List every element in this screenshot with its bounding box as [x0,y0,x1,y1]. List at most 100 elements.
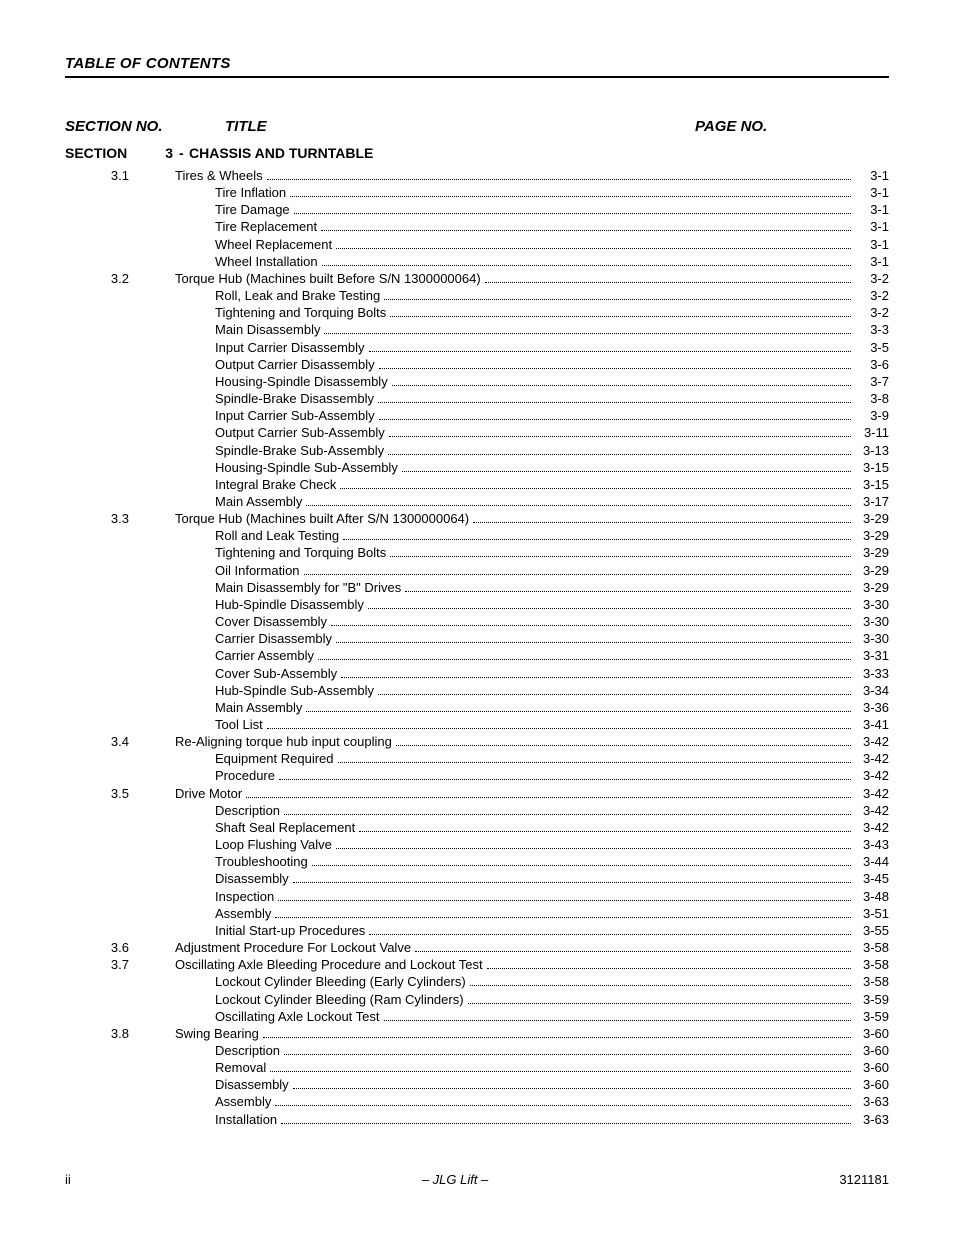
toc-text-wrap: Oil Information3-29 [175,562,889,579]
toc-page: 3-58 [855,973,889,990]
col-page: PAGE NO. [535,118,889,135]
toc-page: 3-15 [855,459,889,476]
toc-text-wrap: Adjustment Procedure For Lockout Valve3-… [175,939,889,956]
toc-title: Description [215,1042,280,1059]
toc-text-wrap: Main Assembly3-17 [175,493,889,510]
toc-leader [343,539,851,540]
toc-leader [378,402,851,403]
toc-title: Wheel Replacement [215,236,332,253]
toc-title: Torque Hub (Machines built Before S/N 13… [175,270,481,287]
toc-leader [392,385,851,386]
toc-page: 3-9 [855,407,889,424]
toc-page: 3-42 [855,785,889,802]
toc-title: Installation [215,1111,277,1128]
toc-row: Hub-Spindle Sub-Assembly3-34 [65,682,889,699]
toc-row: Housing-Spindle Sub-Assembly3-15 [65,459,889,476]
toc-num: 3.8 [65,1025,175,1042]
toc-leader [278,900,851,901]
toc-text-wrap: Wheel Installation3-1 [175,253,889,270]
toc-title: Integral Brake Check [215,476,336,493]
toc-row: Input Carrier Sub-Assembly3-9 [65,407,889,424]
toc-leader [487,968,851,969]
toc-row: Roll, Leak and Brake Testing3-2 [65,287,889,304]
toc-text-wrap: Troubleshooting3-44 [175,853,889,870]
toc-page: 3-8 [855,390,889,407]
toc-text-wrap: Housing-Spindle Disassembly3-7 [175,373,889,390]
toc-row: Tool List3-41 [65,716,889,733]
toc-row: Shaft Seal Replacement3-42 [65,819,889,836]
toc-row: Main Assembly3-36 [65,699,889,716]
toc-page: 3-30 [855,596,889,613]
toc-leader [336,848,851,849]
toc-row: Cover Sub-Assembly3-33 [65,665,889,682]
toc-leader [284,1054,851,1055]
toc-text-wrap: Main Assembly3-36 [175,699,889,716]
toc-row: Tire Replacement3-1 [65,218,889,235]
toc-page: 3-42 [855,819,889,836]
toc-title: Assembly [215,905,271,922]
toc-row: Installation 3-63 [65,1111,889,1128]
toc-row: Output Carrier Disassembly 3-6 [65,356,889,373]
toc-title: Lockout Cylinder Bleeding (Early Cylinde… [215,973,466,990]
column-headers: SECTION NO. TITLE PAGE NO. [65,118,889,135]
toc-text-wrap: Spindle-Brake Disassembly3-8 [175,390,889,407]
toc-page: 3-63 [855,1111,889,1128]
toc-leader [485,282,851,283]
toc-page: 3-42 [855,750,889,767]
toc-row: Description 3-60 [65,1042,889,1059]
toc-row: 3.2Torque Hub (Machines built Before S/N… [65,270,889,287]
toc-leader [281,1123,851,1124]
toc-title: Tightening and Torquing Bolts [215,304,386,321]
toc-page: 3-48 [855,888,889,905]
toc-title: Procedure [215,767,275,784]
toc-leader [389,436,851,437]
toc-text-wrap: Integral Brake Check3-15 [175,476,889,493]
toc-title: Spindle-Brake Sub-Assembly [215,442,384,459]
toc-page: 3-29 [855,544,889,561]
toc-title: Output Carrier Disassembly [215,356,375,373]
toc-page: 3-1 [855,236,889,253]
toc-page: 3-45 [855,870,889,887]
toc-leader [473,522,851,523]
toc-row: Tire Inflation3-1 [65,184,889,201]
toc-title: Equipment Required [215,750,334,767]
toc-text-wrap: Swing Bearing3-60 [175,1025,889,1042]
toc-row: Main Disassembly for "B" Drives3-29 [65,579,889,596]
toc-row: Troubleshooting3-44 [65,853,889,870]
toc-text-wrap: Roll, Leak and Brake Testing3-2 [175,287,889,304]
toc-title: Tightening and Torquing Bolts [215,544,386,561]
toc-row: Removal3-60 [65,1059,889,1076]
toc-row: 3.3Torque Hub (Machines built After S/N … [65,510,889,527]
toc-text-wrap: Re-Aligning torque hub input coupling3-4… [175,733,889,750]
toc-title: Carrier Disassembly [215,630,332,647]
toc-leader [402,471,851,472]
toc-text-wrap: Oscillating Axle Bleeding Procedure and … [175,956,889,973]
toc-leader [390,316,851,317]
toc-row: 3.5Drive Motor3-42 [65,785,889,802]
toc-row: Wheel Installation3-1 [65,253,889,270]
toc-row: Integral Brake Check3-15 [65,476,889,493]
toc-leader [304,574,851,575]
toc-title: Roll and Leak Testing [215,527,339,544]
toc-text-wrap: Tightening and Torquing Bolts 3-29 [175,544,889,561]
toc-page: 3-11 [855,424,889,441]
toc-title: Disassembly [215,1076,289,1093]
toc-leader [378,694,851,695]
toc-row: Oil Information3-29 [65,562,889,579]
toc-page: 3-60 [855,1042,889,1059]
col-section: SECTION NO. [65,118,195,135]
toc-page: 3-13 [855,442,889,459]
toc-text-wrap: Carrier Disassembly3-30 [175,630,889,647]
toc-title: Lockout Cylinder Bleeding (Ram Cylinders… [215,991,464,1008]
toc-leader [369,351,851,352]
toc-leader [263,1037,851,1038]
toc-text-wrap: Wheel Replacement 3-1 [175,236,889,253]
toc-row: Tightening and Torquing Bolts 3-29 [65,544,889,561]
toc-title: Troubleshooting [215,853,308,870]
toc-title: Housing-Spindle Disassembly [215,373,388,390]
toc-text-wrap: Tool List3-41 [175,716,889,733]
toc-page: 3-5 [855,339,889,356]
toc-text-wrap: Assembly3-63 [175,1093,889,1110]
toc-row: Hub-Spindle Disassembly3-30 [65,596,889,613]
toc-page: 3-6 [855,356,889,373]
